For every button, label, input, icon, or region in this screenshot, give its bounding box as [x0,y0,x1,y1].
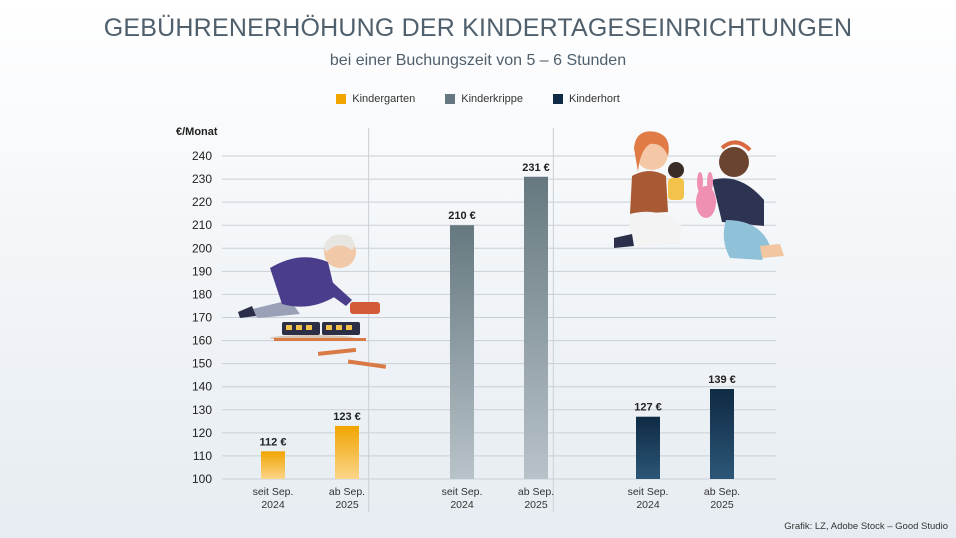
legend-label-kinderhort: Kinderhort [569,93,620,105]
x-tick-label: 2025 [710,499,734,511]
x-tick-label: seit Sep. [628,486,669,498]
y-tick-label: 100 [192,472,212,486]
x-tick-label: seit Sep. [253,486,294,498]
legend-item-kinderkrippe: Kinderkrippe [445,93,523,105]
data-label: 231 € [522,162,550,174]
x-tick-label: 2024 [261,499,285,511]
legend-item-kindergarten: Kindergarten [336,93,415,105]
bar-kinderkrippe-0 [450,225,474,479]
data-label: 112 € [260,436,287,448]
y-axis-unit-label: €/Monat [176,126,218,138]
credit-line: Grafik: LZ, Adobe Stock – Good Studio [784,521,948,532]
bar-kindergarten-0 [261,451,285,479]
bar-kindergarten-1 [335,425,359,479]
legend-swatch-kindergarten [336,94,347,104]
legend-swatch-kinderkrippe [445,94,456,104]
x-tick-label: ab Sep. [518,486,554,498]
legend: Kindergarten Kinderkrippe Kinderhort [0,93,956,105]
data-label: 210 € [448,210,476,222]
y-tick-label: 220 [192,195,212,209]
bar-kinderhort-1 [710,389,734,479]
x-tick-label: 2025 [335,499,359,511]
legend-swatch-kinderhort [553,94,563,104]
data-label: 127 € [634,402,662,414]
x-tick-label: 2024 [636,499,660,511]
chart-subtitle: bei einer Buchungszeit von 5 – 6 Stunden [329,52,627,69]
y-tick-label: 190 [192,264,212,278]
data-label: 123 € [333,411,361,423]
y-tick-label: 230 [192,172,212,186]
x-tick-label: ab Sep. [704,486,740,498]
x-tick-label: 2025 [524,499,548,511]
y-tick-label: 240 [192,149,212,163]
x-tick-label: 2024 [450,499,474,511]
y-tick-label: 200 [192,241,212,255]
y-tick-label: 180 [192,287,212,301]
y-tick-label: 210 [192,218,212,232]
y-tick-label: 160 [192,334,212,348]
women-with-toys-illustration [614,131,784,260]
x-tick-label: seit Sep. [442,486,483,498]
legend-label-kindergarten: Kindergarten [352,93,416,105]
x-tick-label: ab Sep. [329,486,365,498]
legend-item-kinderhort: Kinderhort [553,93,620,105]
chart-title: GEBÜHRENERHÖHUNG DER KINDERTAGESEINRICHT… [103,14,853,42]
child-playing-illustration [238,234,387,369]
data-label: 139 € [708,374,736,386]
y-tick-label: 150 [192,357,212,371]
bar-kinderkrippe-1 [524,176,548,479]
y-tick-label: 130 [192,403,212,417]
legend-label-kinderkrippe: Kinderkrippe [461,93,523,105]
bar-kinderhort-0 [636,416,660,479]
y-tick-label: 140 [192,380,212,394]
y-tick-label: 110 [193,449,212,463]
y-tick-label: 170 [192,311,212,325]
y-tick-label: 120 [192,426,212,440]
